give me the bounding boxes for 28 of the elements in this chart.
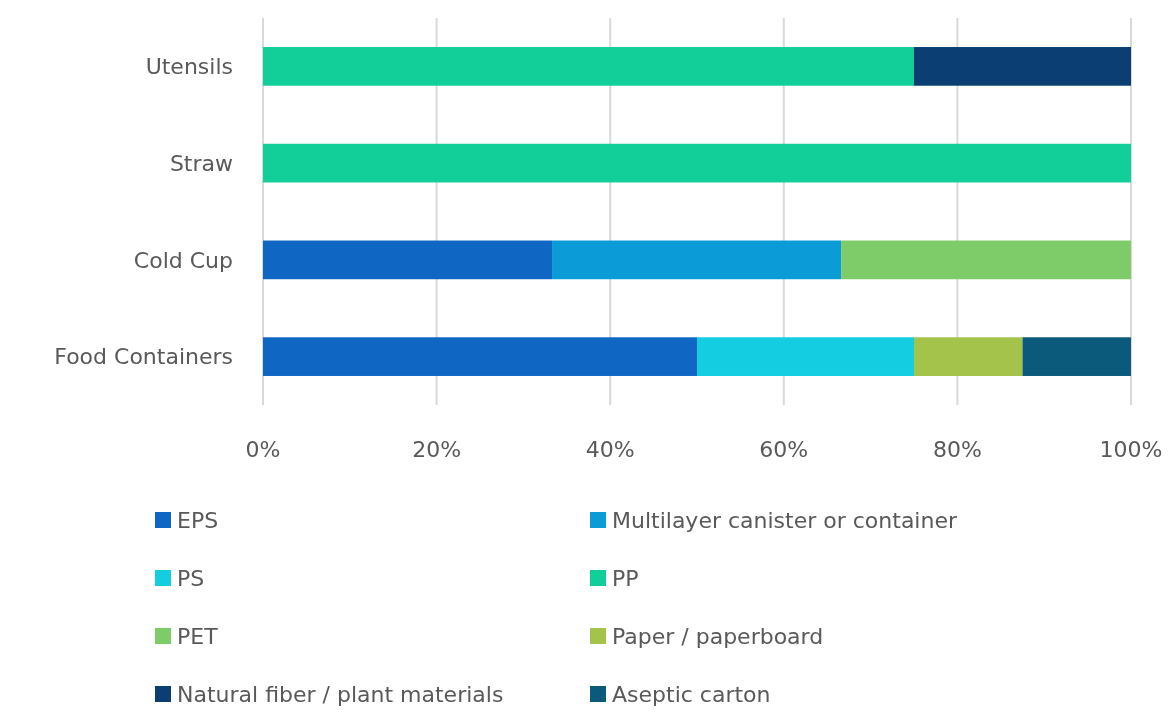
legend-label: PS <box>177 565 205 591</box>
bar <box>263 240 553 280</box>
bar <box>914 337 1023 376</box>
legend-label: Paper / paperboard <box>612 623 824 649</box>
y-tick-label: Utensils <box>145 54 233 80</box>
legend-label: Natural fiber / plant materials <box>177 681 504 707</box>
x-tick-label: 100% <box>1099 437 1163 462</box>
x-tick-label: 80% <box>932 437 982 462</box>
y-tick-label: Cold Cup <box>133 247 233 273</box>
x-tick-label: 60% <box>759 437 809 462</box>
legend-label: Multilayer canister or container <box>612 507 958 533</box>
x-tick-label: 20% <box>412 437 462 462</box>
legend-label: PP <box>612 565 639 591</box>
bar <box>263 143 1131 183</box>
bar <box>552 240 842 280</box>
legend-label: PET <box>177 623 219 649</box>
bar <box>1022 337 1131 376</box>
x-tick-label: 40% <box>585 437 635 462</box>
bar <box>263 337 697 376</box>
bar <box>841 240 1131 280</box>
bar <box>697 337 914 376</box>
bar <box>263 47 914 86</box>
y-tick-label: Food Containers <box>54 344 233 370</box>
x-tick-label: 0% <box>245 437 281 462</box>
legend-label: Aseptic carton <box>612 681 771 707</box>
legend-label: EPS <box>177 507 219 533</box>
y-tick-label: Straw <box>169 150 233 176</box>
bar <box>914 47 1131 86</box>
